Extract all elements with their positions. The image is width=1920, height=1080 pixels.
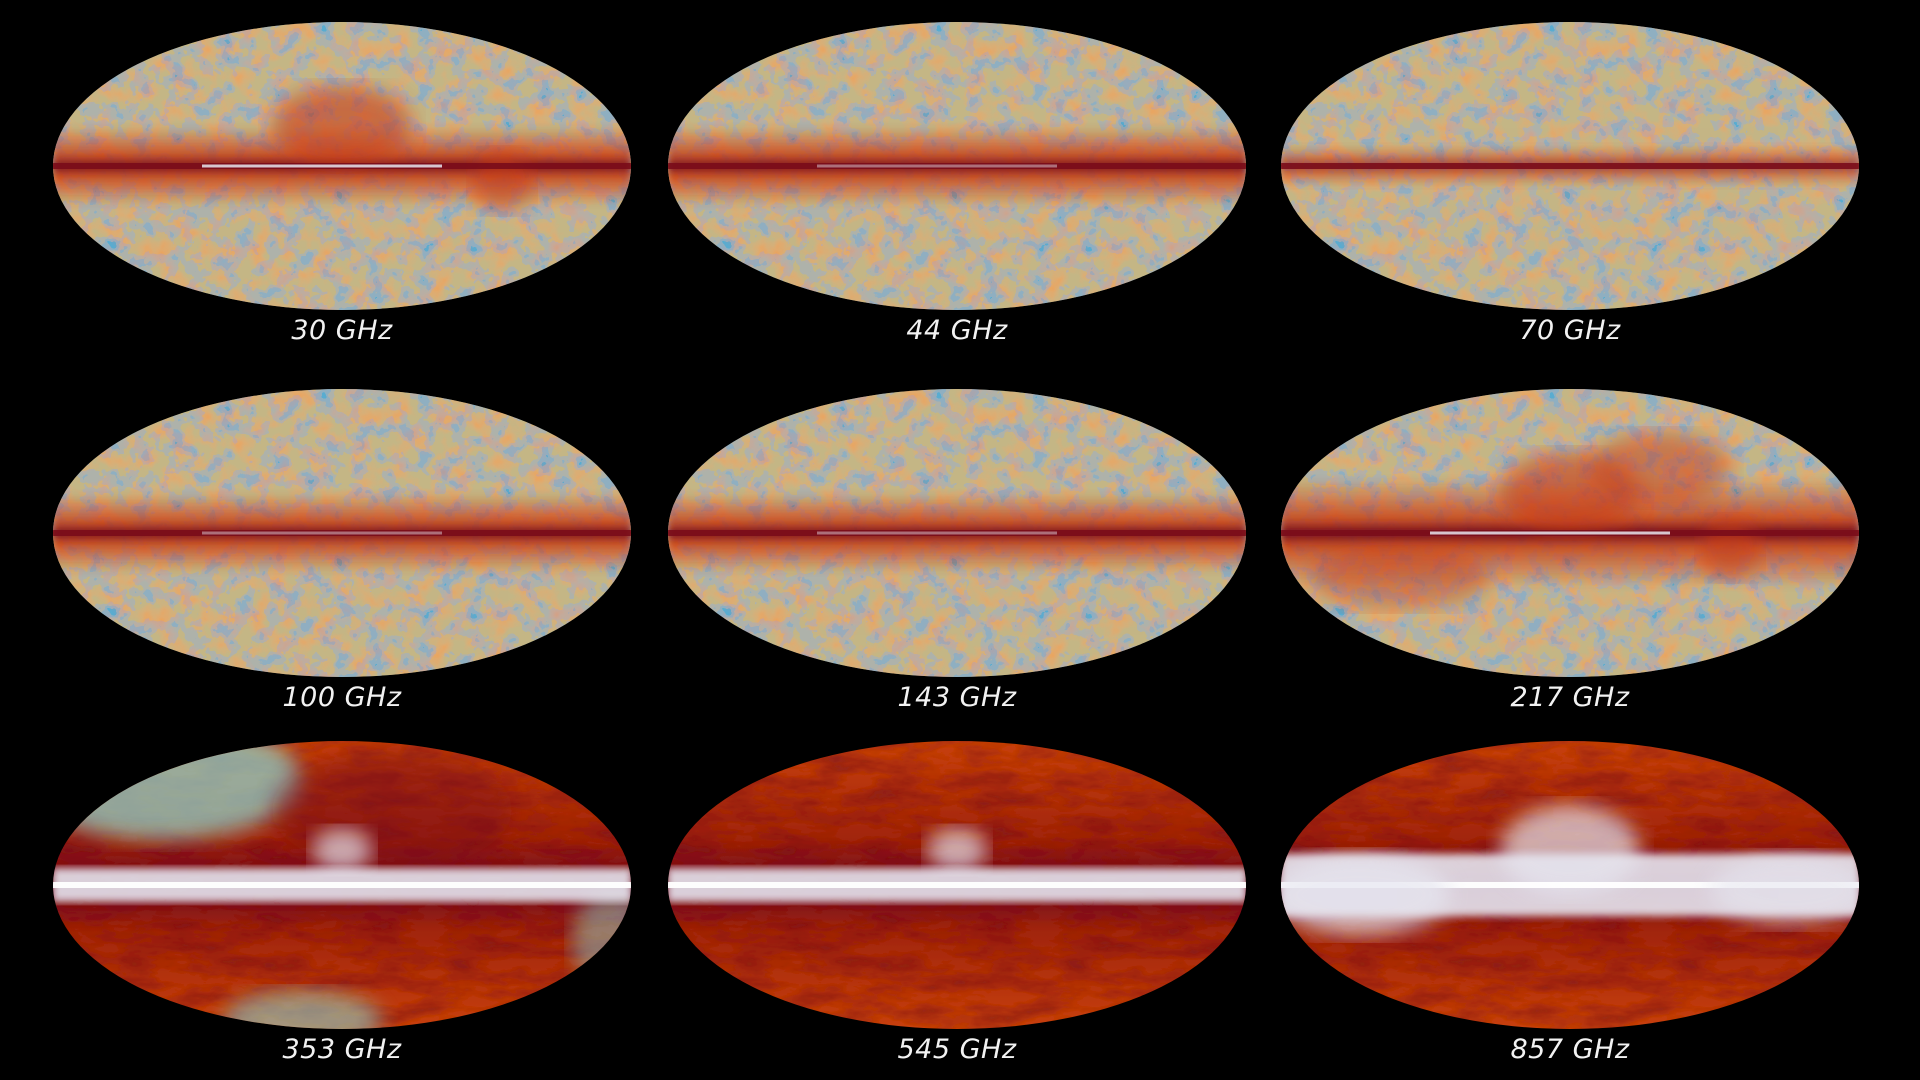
frequency-label: 70 GHz (1519, 315, 1621, 346)
frequency-label: 100 GHz (282, 682, 402, 713)
sky-map (667, 21, 1247, 311)
mollweide-map (53, 741, 631, 1029)
sky-map (52, 740, 632, 1030)
map-panel: 30 GHz (52, 21, 632, 346)
frequency-label: 217 GHz (1510, 682, 1630, 713)
frequency-label: 143 GHz (897, 682, 1017, 713)
map-panel: 143 GHz (667, 388, 1247, 713)
map-panel: 353 GHz (52, 740, 632, 1065)
mollweide-map (1281, 741, 1859, 1029)
sky-map (667, 740, 1247, 1030)
mollweide-map (668, 389, 1246, 677)
sky-map (667, 388, 1247, 678)
map-panel: 100 GHz (52, 388, 632, 713)
frequency-label: 30 GHz (291, 315, 393, 346)
map-panel: 44 GHz (667, 21, 1247, 346)
map-panel: 545 GHz (667, 740, 1247, 1065)
sky-map (1280, 21, 1860, 311)
frequency-label: 44 GHz (906, 315, 1008, 346)
map-panel: 70 GHz (1280, 21, 1860, 346)
sky-map (1280, 740, 1860, 1030)
mollweide-map (668, 22, 1246, 310)
sky-map (1280, 388, 1860, 678)
sky-map (52, 388, 632, 678)
mollweide-map (53, 22, 631, 310)
mollweide-map (668, 741, 1246, 1029)
mollweide-map (1281, 22, 1859, 310)
mollweide-map (53, 389, 631, 677)
frequency-label: 545 GHz (897, 1034, 1017, 1065)
mollweide-map (1281, 389, 1859, 677)
map-panel: 217 GHz (1280, 388, 1860, 713)
sky-map (52, 21, 632, 311)
frequency-label: 353 GHz (282, 1034, 402, 1065)
frequency-label: 857 GHz (1510, 1034, 1630, 1065)
map-panel: 857 GHz (1280, 740, 1860, 1065)
